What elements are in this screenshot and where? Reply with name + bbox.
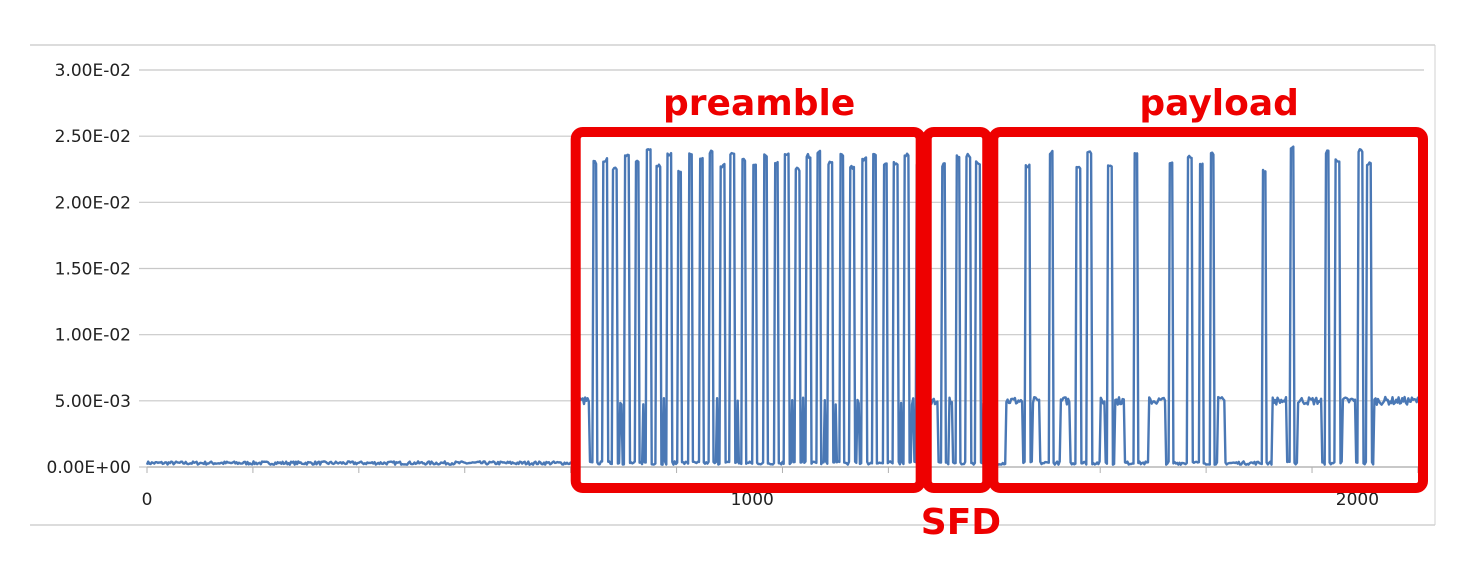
y-axis-labels: 0.00E+00 5.00E-03 1.00E-02 1.50E-02 2.00E-02… — [47, 61, 131, 478]
preamble-label: preamble — [663, 83, 855, 124]
chart-frame — [30, 44, 1436, 526]
y-tick-label: 2.50E-02 — [55, 127, 131, 147]
x-tick-label: 2000 — [1336, 490, 1379, 510]
payload-box — [988, 127, 1428, 493]
preamble-box — [570, 127, 926, 493]
y-tick-label: 1.50E-02 — [55, 260, 131, 280]
signal-series-line — [145, 145, 1426, 466]
y-tick-label: 2.00E-02 — [55, 193, 131, 213]
x-tick-label: 1000 — [731, 490, 774, 510]
x-axis: 0 1000 2000 — [142, 466, 1424, 510]
y-tick-label: 1.00E-02 — [55, 326, 131, 346]
y-tick-label: 0.00E+00 — [47, 458, 131, 478]
x-tick-label: 0 — [142, 490, 153, 510]
y-tick-label: 5.00E-03 — [55, 392, 131, 412]
y-tick-label: 3.00E-02 — [55, 61, 131, 81]
sfd-box — [921, 127, 993, 493]
payload-label: payload — [1139, 83, 1299, 124]
sfd-label: SFD — [921, 502, 1001, 543]
annotations: preamble SFD payload — [570, 83, 1428, 543]
